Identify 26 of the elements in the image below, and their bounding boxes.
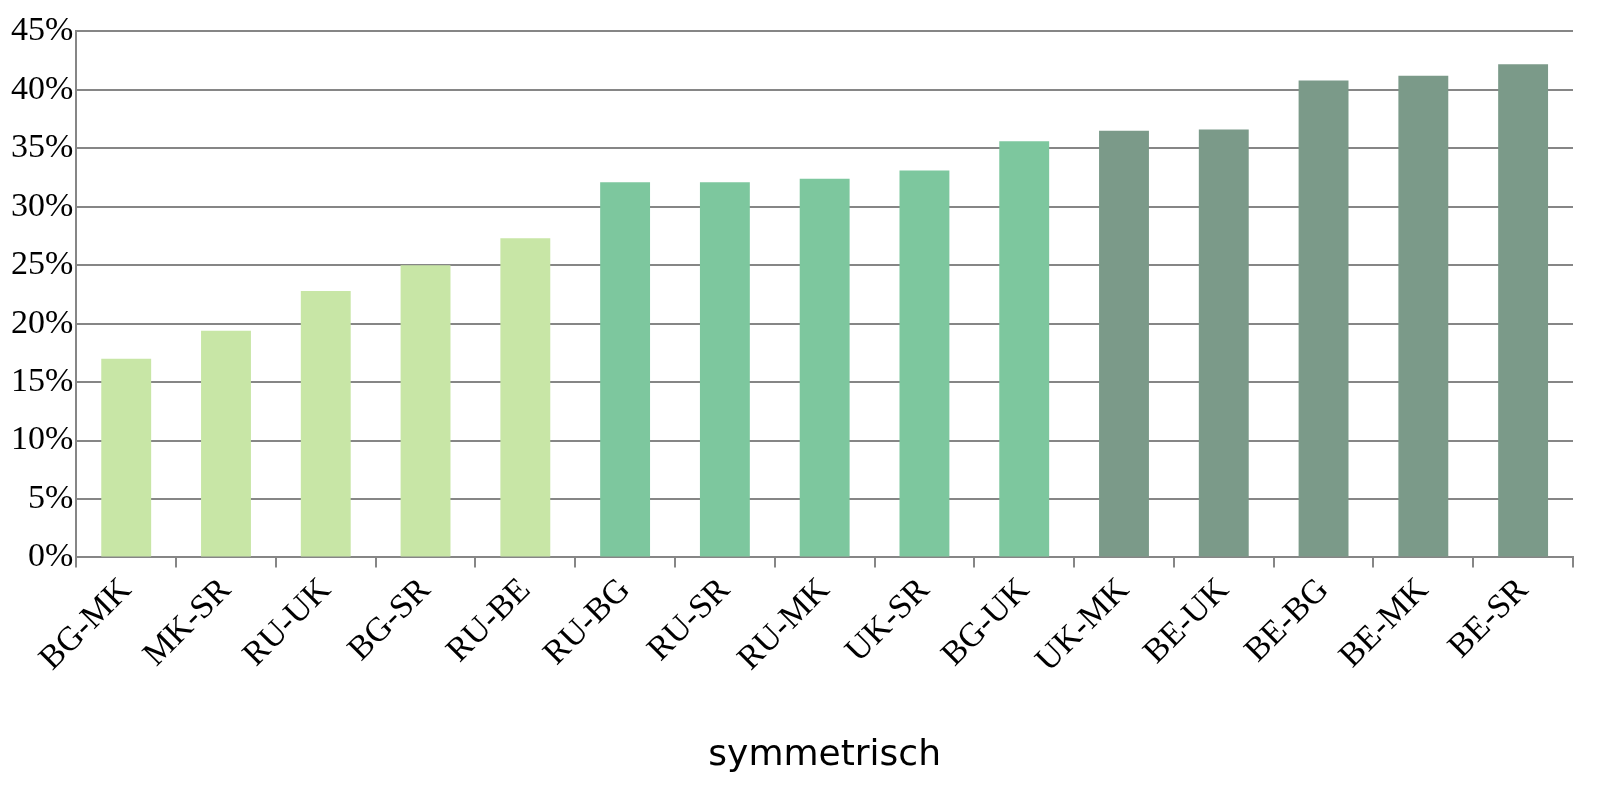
bar <box>101 358 152 557</box>
bar <box>899 170 950 557</box>
bar <box>400 265 451 557</box>
y-tick-label: 15% <box>10 361 74 399</box>
bar <box>999 141 1050 557</box>
bar <box>1398 75 1449 557</box>
y-tick-label: 5% <box>27 477 74 515</box>
y-tick-label: 25% <box>10 244 74 282</box>
bar <box>201 330 251 557</box>
y-tick-label: 45% <box>10 10 74 48</box>
y-tick-label: 30% <box>10 185 74 223</box>
bar <box>600 182 651 557</box>
bar <box>500 238 551 557</box>
bar <box>300 290 351 557</box>
y-tick-label: 20% <box>10 302 74 340</box>
y-tick-label: 0% <box>27 536 74 574</box>
bar <box>699 182 750 557</box>
bar <box>1099 130 1149 557</box>
y-tick-label: 40% <box>10 68 74 106</box>
bar <box>1198 129 1249 557</box>
y-tick-label: 35% <box>10 127 74 165</box>
x-axis-title: symmetrisch <box>708 731 941 773</box>
y-tick-label: 10% <box>10 419 74 457</box>
bar <box>1298 80 1349 557</box>
bar <box>799 178 850 557</box>
bar <box>1498 64 1549 557</box>
